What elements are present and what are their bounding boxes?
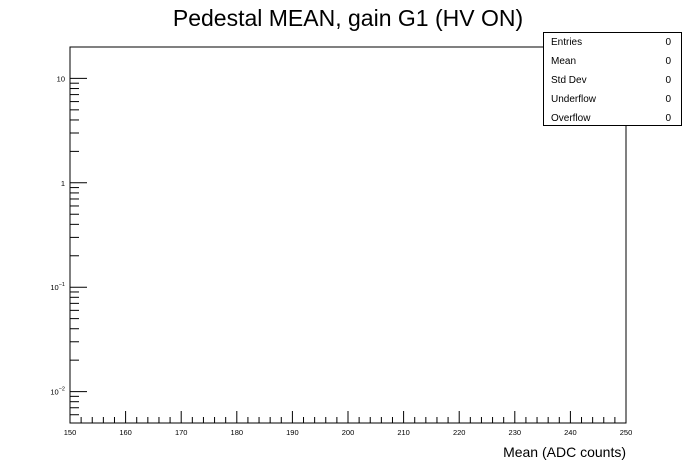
y-tick-label: 10−2 [50,387,65,397]
stats-key: Underflow [551,94,597,105]
stats-key: Entries [551,37,583,48]
x-tick-label: 240 [564,428,577,437]
x-tick-label: 170 [175,428,188,437]
stats-value: 0 [665,75,671,86]
y-tick-label: 10 [57,74,65,83]
stats-key: Overflow [551,113,591,124]
x-tick-label: 160 [119,428,132,437]
x-tick-label: 230 [509,428,522,437]
stats-row-std-dev: Std Dev 0 [544,71,681,90]
x-axis: 150 160 170 180 190 200 210 220 230 240 250 [64,411,633,437]
stats-row-overflow: Overflow 0 [544,109,681,128]
y-tick-label: 10−1 [50,282,65,292]
stats-box: Entries 0 Mean 0 Std Dev 0 Underflow 0 O… [543,32,682,126]
stats-row-entries: Entries 0 [544,33,681,52]
stats-value: 0 [665,37,671,48]
stats-row-underflow: Underflow 0 [544,90,681,109]
x-tick-label: 220 [453,428,466,437]
stats-value: 0 [665,56,671,67]
stats-value: 0 [665,94,671,105]
stats-row-mean: Mean 0 [544,52,681,71]
stats-value: 0 [665,113,671,124]
x-axis-label: Mean (ADC counts) [503,444,626,460]
stats-key: Std Dev [551,75,587,86]
chart-title: Pedestal MEAN, gain G1 (HV ON) [173,5,523,31]
x-tick-label: 190 [286,428,299,437]
y-tick-label: 1 [61,179,65,188]
stats-key: Mean [551,56,577,67]
y-axis: 10 1 10−1 10−2 [50,46,87,424]
x-tick-label: 200 [342,428,355,437]
x-tick-label: 180 [231,428,244,437]
x-tick-label: 250 [620,428,633,437]
x-tick-label: 210 [397,428,410,437]
x-tick-label: 150 [64,428,77,437]
